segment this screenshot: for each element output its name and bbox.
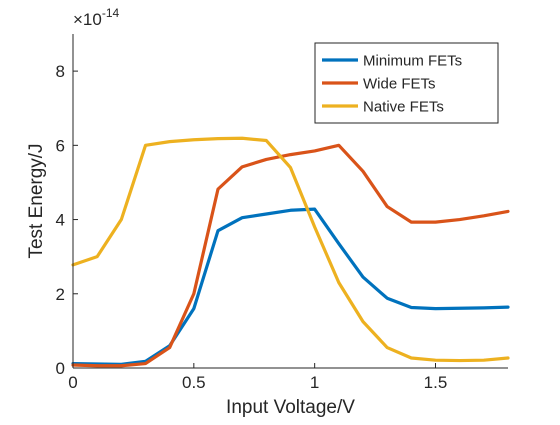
y-tick-label: 0 bbox=[56, 359, 65, 378]
y-tick-label: 2 bbox=[56, 285, 65, 304]
legend-items: Minimum FETs Wide FETs Native FETs bbox=[322, 53, 462, 116]
ticks-layer: 0 0.5 1 1.5 0 2 4 6 8 bbox=[56, 62, 448, 392]
legend-label-1: Minimum FETs bbox=[363, 53, 462, 70]
series-layer bbox=[71, 136, 510, 368]
y-exponent-label: ×10-14 bbox=[73, 6, 120, 29]
legend-label-3: Native FETs bbox=[363, 99, 444, 116]
x-tick-label: 1 bbox=[310, 373, 319, 392]
y-axis-label: Test Energy/J bbox=[26, 143, 47, 258]
y-tick-label: 8 bbox=[56, 62, 65, 81]
x-tick-label: 0 bbox=[68, 373, 77, 392]
x-tick-label: 1.5 bbox=[424, 373, 448, 392]
x-tick-label: 0.5 bbox=[182, 373, 206, 392]
series-line-3 bbox=[71, 136, 510, 363]
y-exponent-base: ×10 bbox=[73, 10, 102, 29]
legend: Minimum FETs Wide FETs Native FETs bbox=[314, 42, 499, 124]
y-tick-label: 6 bbox=[56, 136, 65, 155]
series-line-2 bbox=[71, 143, 510, 368]
x-axis-label: Input Voltage/V bbox=[226, 397, 355, 418]
y-exponent-power: -14 bbox=[102, 6, 120, 20]
legend-label-2: Wide FETs bbox=[363, 76, 436, 93]
y-tick-label: 4 bbox=[56, 211, 65, 230]
series-line-1 bbox=[71, 207, 510, 366]
